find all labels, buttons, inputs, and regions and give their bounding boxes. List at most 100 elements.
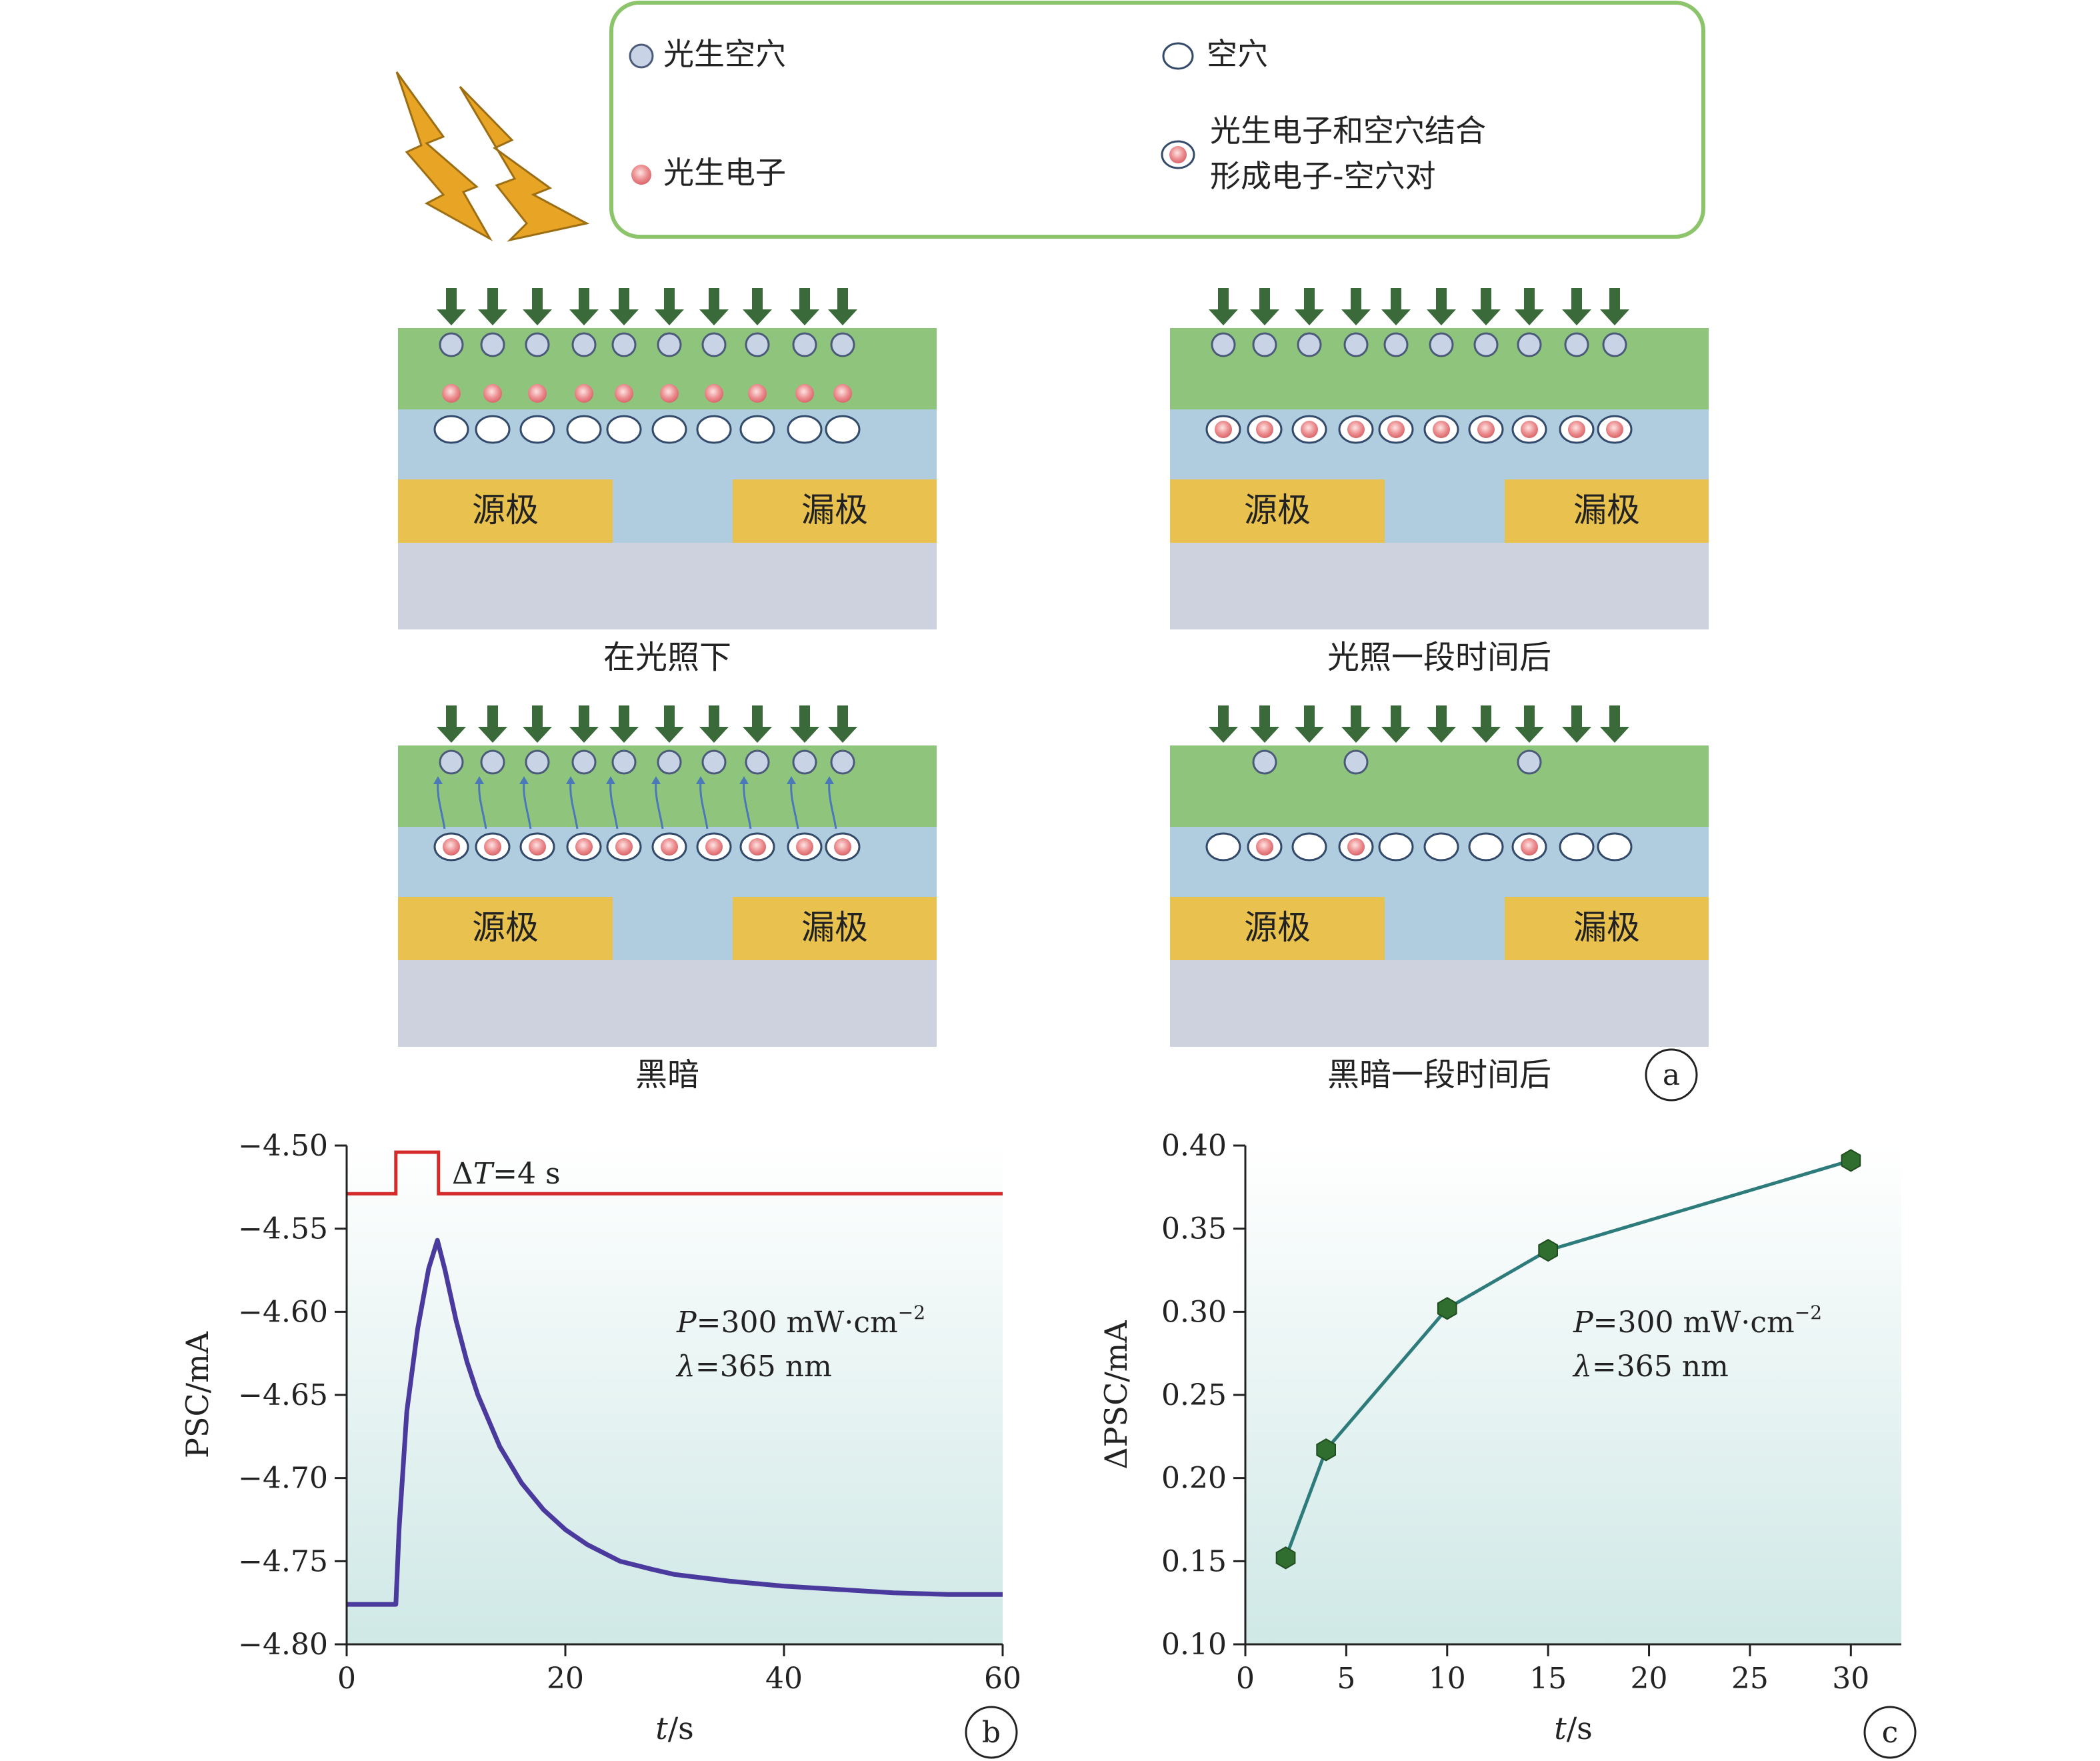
substrate <box>398 960 937 1047</box>
drift-arrowhead-icon <box>825 776 834 784</box>
legend-label-photo-hole: 光生空穴 <box>663 36 786 72</box>
photo-electron-icon <box>1256 838 1273 855</box>
photo-electron-icon <box>834 838 851 855</box>
legend-label-pair-line1: 光生电子和空穴结合 <box>1210 113 1486 149</box>
light-arrow-icon <box>828 288 857 325</box>
photo-electron-icon <box>529 838 546 855</box>
y-tick-label: −4.70 <box>238 1462 328 1496</box>
pulse-annotation: ΔT=4 s <box>452 1157 561 1191</box>
photo-hole-icon <box>1473 332 1499 357</box>
hole-icon <box>475 415 511 444</box>
chart-c-ticks: 0.10 0.15 0.20 0.25 0.30 0.35 0.40 0 5 10 15 20 25 30 <box>1161 1129 1869 1696</box>
source-electrode <box>1170 479 1385 543</box>
y-tick-label: −4.55 <box>238 1212 328 1246</box>
light-arrow-icon <box>1341 705 1371 743</box>
light-arrow-icon <box>699 705 729 743</box>
drain-electrode <box>733 479 937 543</box>
photo-electron-icon <box>1521 838 1538 855</box>
photo-electron-icon <box>749 838 766 855</box>
chart-b-ticks: −4.50 −4.55 −4.60 −4.65 −4.70 −4.75 −4.80 0 20 40… <box>238 1129 1021 1696</box>
panel-c-letter: c <box>1882 1716 1899 1750</box>
chart-c-ylabel: ΔPSC/mA <box>1098 1320 1134 1470</box>
y-tick-label: −4.50 <box>238 1129 328 1163</box>
hole-icon <box>696 415 732 444</box>
source-electrode <box>1170 897 1385 960</box>
light-arrow-icon <box>1562 288 1591 325</box>
light-arrow-icon <box>828 705 857 743</box>
photo-electron-icon <box>795 384 814 403</box>
light-arrow-icon <box>1209 705 1238 743</box>
photo-electron-icon <box>1347 838 1365 855</box>
x-tick-label: 20 <box>547 1662 584 1696</box>
drift-arrow-icon <box>478 779 487 829</box>
y-tick-label: 0.15 <box>1161 1544 1227 1578</box>
photo-hole-icon <box>830 749 855 775</box>
hole-icon <box>519 415 555 444</box>
photo-hole-icon <box>480 749 505 775</box>
photo-hole-icon <box>1383 332 1409 357</box>
photo-electron-icon <box>443 838 460 855</box>
x-tick-label: 0 <box>1236 1662 1255 1696</box>
drift-arrow-icon <box>437 779 446 829</box>
drift-arrowhead-icon <box>475 776 484 784</box>
photo-hole-icon <box>701 332 727 357</box>
y-tick-label: 0.35 <box>1161 1212 1227 1246</box>
drift-arrowhead-icon <box>433 776 443 784</box>
photo-electron-icon <box>575 838 593 855</box>
drift-arrowhead-icon <box>606 776 615 784</box>
panel-caption: 黑暗一段时间后 <box>1327 1056 1551 1094</box>
x-tick-label: 30 <box>1832 1662 1869 1696</box>
photo-electron-icon <box>1433 421 1450 438</box>
source-electrode <box>398 479 613 543</box>
panel-caption: 在光照下 <box>603 639 731 676</box>
photo-hole-icon <box>1564 332 1589 357</box>
pulse-line <box>347 1150 1003 1196</box>
drift-arrow-icon <box>609 779 619 829</box>
photo-electron-icon <box>1606 421 1623 438</box>
drift-arrowhead-icon <box>739 776 749 784</box>
photo-hole-icon <box>571 332 597 357</box>
photo-electron-icon <box>483 384 502 403</box>
photo-electron-icon <box>1347 421 1365 438</box>
legend-box <box>609 1 1705 239</box>
chart-b-ylabel: PSC/mA <box>179 1331 215 1458</box>
photo-hole-icon <box>1602 332 1627 357</box>
y-tick-label: 0.20 <box>1161 1462 1227 1496</box>
data-point-marker <box>1841 1149 1861 1172</box>
light-arrow-icon <box>437 705 466 743</box>
light-arrow-icon <box>743 705 772 743</box>
hole-icon <box>433 415 469 444</box>
drift-arrow-icon <box>655 779 664 829</box>
chart-c-xlabel: t/s <box>1554 1710 1593 1746</box>
data-point-marker <box>1275 1546 1296 1570</box>
photo-hole-icon <box>701 749 727 775</box>
photo-electron-icon <box>796 838 813 855</box>
panel-b-letter: b <box>982 1716 1001 1750</box>
photo-hole-icon <box>629 43 654 69</box>
photo-electron-icon <box>660 384 679 403</box>
drift-arrow-icon <box>523 779 532 829</box>
photo-hole-icon <box>1429 332 1454 357</box>
photo-hole-icon <box>1343 332 1369 357</box>
hole-icon <box>1559 832 1595 861</box>
x-tick-label: 40 <box>765 1662 803 1696</box>
chart-b-annotation-power: P=300 mW·cm−2 <box>676 1302 925 1340</box>
light-arrow-icon <box>1471 705 1501 743</box>
photo-electron-icon <box>833 384 852 403</box>
photo-electron-icon <box>484 838 501 855</box>
photo-hole-icon <box>439 749 464 775</box>
photo-electron-icon <box>1256 421 1273 438</box>
hole-icon <box>1205 832 1241 861</box>
substrate <box>1170 960 1709 1047</box>
light-arrow-icon <box>1341 288 1371 325</box>
light-arrow-icon <box>523 705 552 743</box>
light-arrow-icon <box>1427 705 1456 743</box>
lightning-icon <box>395 71 590 242</box>
photo-hole-icon <box>792 332 817 357</box>
photo-hole-icon <box>1252 749 1277 775</box>
light-arrow-icon <box>609 705 639 743</box>
photo-electron-icon <box>442 384 461 403</box>
panel-a-letter: a <box>1645 1048 1698 1102</box>
hole-icon <box>606 415 642 444</box>
